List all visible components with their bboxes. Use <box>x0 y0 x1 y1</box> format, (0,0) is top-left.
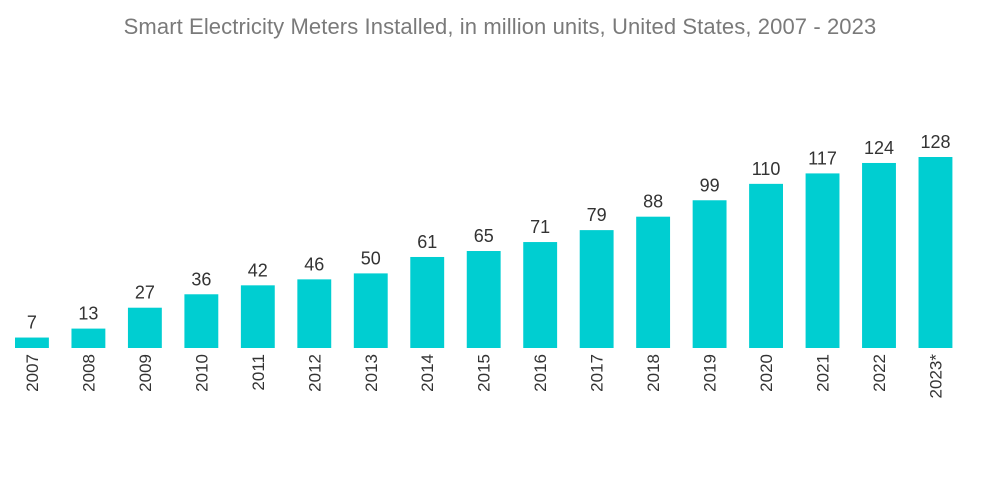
bar-2018 <box>636 216 671 348</box>
chart-title: Smart Electricity Meters Installed, in m… <box>123 14 877 39</box>
bar-2012 <box>297 279 332 348</box>
bar-2019 <box>692 200 727 348</box>
bar-2014 <box>410 256 445 348</box>
data-label-2015: 65 <box>474 226 494 246</box>
bar-2007 <box>15 337 49 348</box>
x-tick-label-2009: 2009 <box>136 354 155 392</box>
x-tick-label-2010: 2010 <box>192 354 211 392</box>
x-tick-label-2019: 2019 <box>701 354 720 392</box>
x-tick-label-2015: 2015 <box>475 354 494 392</box>
data-label-2013: 50 <box>361 248 381 268</box>
data-label-2022: 124 <box>864 138 894 158</box>
data-label-2020: 110 <box>752 159 781 179</box>
bar-2009 <box>127 307 162 348</box>
data-label-2014: 61 <box>417 232 437 252</box>
data-label-2011: 42 <box>248 260 268 280</box>
data-label-2021: 117 <box>808 148 837 168</box>
bar-2015 <box>466 251 501 348</box>
x-tick-label-2016: 2016 <box>531 354 550 392</box>
data-label-2008: 13 <box>78 304 98 324</box>
data-label-2016: 71 <box>530 217 550 237</box>
x-tick-label-2023: 2023* <box>926 354 945 399</box>
x-tick-label-2018: 2018 <box>644 354 663 392</box>
data-label-2023: 128 <box>920 132 950 152</box>
bar-2008 <box>71 328 106 348</box>
bar-2020 <box>749 183 783 348</box>
x-tick-label-2011: 2011 <box>249 354 268 391</box>
data-label-2007: 7 <box>27 313 37 333</box>
x-tick-label-2012: 2012 <box>305 354 324 392</box>
bar-2017 <box>579 230 614 348</box>
x-tick-label-2014: 2014 <box>418 354 437 392</box>
data-label-2017: 79 <box>587 205 607 225</box>
x-tick-label-2020: 2020 <box>757 354 776 392</box>
x-tick-label-2017: 2017 <box>588 354 607 392</box>
bar-2016 <box>523 242 558 348</box>
data-label-2019: 99 <box>700 175 720 195</box>
data-label-2009: 27 <box>135 283 155 303</box>
x-tick-label-2007: 2007 <box>23 354 42 392</box>
bar-2023 <box>918 157 953 348</box>
bar-2022 <box>862 162 896 348</box>
bar-2010 <box>184 294 219 348</box>
x-tick-label-2022: 2022 <box>870 354 889 392</box>
x-tick-label-2013: 2013 <box>362 354 381 392</box>
bar-2013 <box>353 273 388 348</box>
data-label-2010: 36 <box>191 269 211 289</box>
bar-2011 <box>240 285 275 348</box>
data-label-2012: 46 <box>304 254 324 274</box>
x-tick-label-2008: 2008 <box>79 354 98 392</box>
bar-2021 <box>805 173 840 348</box>
x-tick-label-2021: 2021 <box>814 354 833 392</box>
data-label-2018: 88 <box>643 192 663 212</box>
